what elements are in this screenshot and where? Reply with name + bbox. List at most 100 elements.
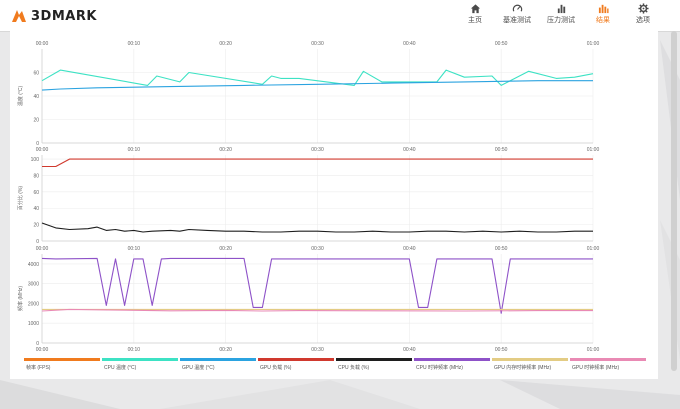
y-tick-label: 1000	[28, 321, 39, 327]
x-tick-label: 00:30	[311, 147, 324, 153]
x-tick-label: 00:50	[495, 147, 508, 153]
legend-swatch	[258, 358, 334, 361]
y-tick-label: 3000	[28, 282, 39, 288]
legend-label: GPU 内存时钟频率 (MHz)	[494, 365, 552, 371]
gear-icon	[637, 3, 649, 14]
monitoring-charts: 00:00 00:10 00:20 00:30 00:40 00:50 01:00 0 20 40…	[17, 41, 600, 353]
legend-swatch	[102, 358, 178, 361]
x-tick-label: 00:30	[311, 41, 324, 47]
3dmark-flame-icon	[12, 10, 26, 22]
x-tick-label: 00:00	[36, 41, 49, 47]
x-tick-label-bottom: 00:50	[495, 347, 508, 353]
legend-item[interactable]: CPU 温度 (°C)	[102, 358, 178, 374]
legend-item[interactable]: 帧率 (FPS)	[24, 358, 100, 374]
y-tick-label: 0	[36, 141, 39, 147]
legend-label: CPU 温度 (°C)	[104, 365, 137, 371]
y-tick-label: 2000	[28, 301, 39, 307]
series-line	[42, 158, 593, 168]
y-tick-label: 40	[33, 94, 39, 100]
y-tick-label: 40	[33, 206, 39, 212]
x-tick-label-bottom: 00:20	[219, 347, 232, 353]
x-tick-label-bottom: 00:00	[36, 347, 49, 353]
series-line	[41, 80, 593, 91]
main-nav: 主页 基准测试 压力测试 结果	[452, 2, 660, 25]
legend-swatch	[414, 358, 490, 361]
brand-name: 3DMARK	[31, 8, 97, 24]
x-tick-label: 00:10	[128, 246, 141, 252]
x-tick-label: 01:00	[587, 147, 600, 153]
x-tick-label-bottom: 01:00	[587, 347, 600, 353]
x-tick-label: 00:20	[219, 41, 232, 47]
legend-swatch	[336, 358, 412, 361]
x-tick-label: 00:50	[495, 41, 508, 47]
legend-label: CPU 时钟频率 (MHz)	[416, 365, 463, 371]
nav-results-label: 结果	[596, 17, 610, 24]
x-tick-label-bottom: 00:10	[128, 347, 141, 353]
legend-swatch	[180, 358, 256, 361]
y-axis-label: 百分比 (%)	[17, 186, 24, 211]
x-tick-label: 00:40	[403, 246, 416, 252]
y-tick-label: 60	[33, 190, 39, 196]
nav-results[interactable]: 结果	[586, 2, 620, 25]
legend-item[interactable]: GPU 温度 (°C)	[180, 358, 256, 374]
legend-swatch	[570, 358, 646, 361]
results-icon	[598, 4, 609, 14]
x-tick-label: 00:10	[128, 41, 141, 47]
legend-label: 帧率 (FPS)	[26, 365, 51, 371]
series-line	[41, 308, 593, 312]
x-tick-label: 00:50	[495, 246, 508, 252]
legend-item[interactable]: CPU 负载 (%)	[336, 358, 412, 374]
y-tick-label: 20	[33, 118, 39, 124]
series-line	[41, 69, 594, 86]
y-tick-label: 60	[33, 71, 39, 77]
x-tick-label: 00:40	[403, 147, 416, 153]
series-line	[41, 257, 593, 314]
nav-benchmarks-label: 基准测试	[503, 17, 531, 24]
chart-clock: 00:00 00:10 00:20 00:30 00:40 00:50 01:00 0 1000…	[17, 246, 599, 347]
legend-label: GPU 温度 (°C)	[182, 365, 215, 371]
chart-temperature: 00:00 00:10 00:20 00:30 00:40 00:50 01:00 0 20 40…	[17, 41, 599, 147]
x-tick-label: 00:30	[311, 246, 324, 252]
x-tick-label: 00:00	[36, 246, 49, 252]
nav-home[interactable]: 主页	[458, 2, 492, 25]
x-tick-label: 01:00	[587, 246, 600, 252]
nav-options[interactable]: 选项	[626, 2, 660, 25]
gauge-icon	[512, 4, 522, 12]
y-tick-label: 4000	[28, 262, 39, 268]
y-tick-label: 0	[36, 341, 39, 347]
x-tick-label: 01:00	[587, 41, 600, 47]
y-tick-label: 20	[33, 223, 39, 229]
series-line	[41, 222, 593, 233]
chart-load: 00:00 00:10 00:20 00:30 00:40 00:50 01:00 0 20 40…	[17, 147, 599, 245]
x-tick-label-bottom: 00:40	[403, 347, 416, 353]
x-tick-label-bottom: 00:30	[311, 347, 324, 353]
x-tick-label: 00:20	[219, 246, 232, 252]
y-tick-label: 0	[36, 239, 39, 245]
nav-stress-tests-label: 压力测试	[547, 17, 575, 24]
bar-chart-icon	[557, 4, 565, 14]
nav-benchmarks[interactable]: 基准测试	[498, 2, 536, 25]
nav-options-label: 选项	[636, 17, 650, 24]
y-tick-label: 100	[31, 157, 40, 163]
home-icon	[470, 4, 480, 14]
top-bar: 3DMARK 主页 基准测试 压力测试	[0, 0, 680, 32]
legend-swatch	[492, 358, 568, 361]
nav-stress-tests[interactable]: 压力测试	[542, 2, 580, 25]
y-axis-label: 温度 (°C)	[17, 86, 24, 107]
brand-logo: 3DMARK	[10, 7, 97, 25]
legend-swatch	[24, 358, 100, 361]
x-tick-label: 00:00	[36, 147, 49, 153]
y-axis-label: 频率 (MHz)	[17, 286, 24, 311]
legend-label: CPU 负载 (%)	[338, 365, 370, 371]
legend-item[interactable]: GPU 内存时钟频率 (MHz)	[492, 358, 568, 374]
legend-item[interactable]: CPU 时钟频率 (MHz)	[414, 358, 490, 374]
monitoring-panel: 00:00 00:10 00:20 00:30 00:40 00:50 01:00 0 20 40…	[10, 31, 658, 379]
x-tick-label: 00:40	[403, 41, 416, 47]
chart-legend: 帧率 (FPS) CPU 温度 (°C) GPU 温度 (°C) GPU 负载 (%)…	[10, 358, 658, 378]
legend-item[interactable]: GPU 负载 (%)	[258, 358, 334, 374]
scrollbar[interactable]	[671, 31, 677, 371]
x-tick-label: 00:20	[219, 147, 232, 153]
legend-label: GPU 负载 (%)	[260, 365, 292, 371]
x-tick-label: 00:10	[128, 147, 141, 153]
legend-item[interactable]: GPU 时钟频率 (MHz)	[570, 358, 646, 374]
